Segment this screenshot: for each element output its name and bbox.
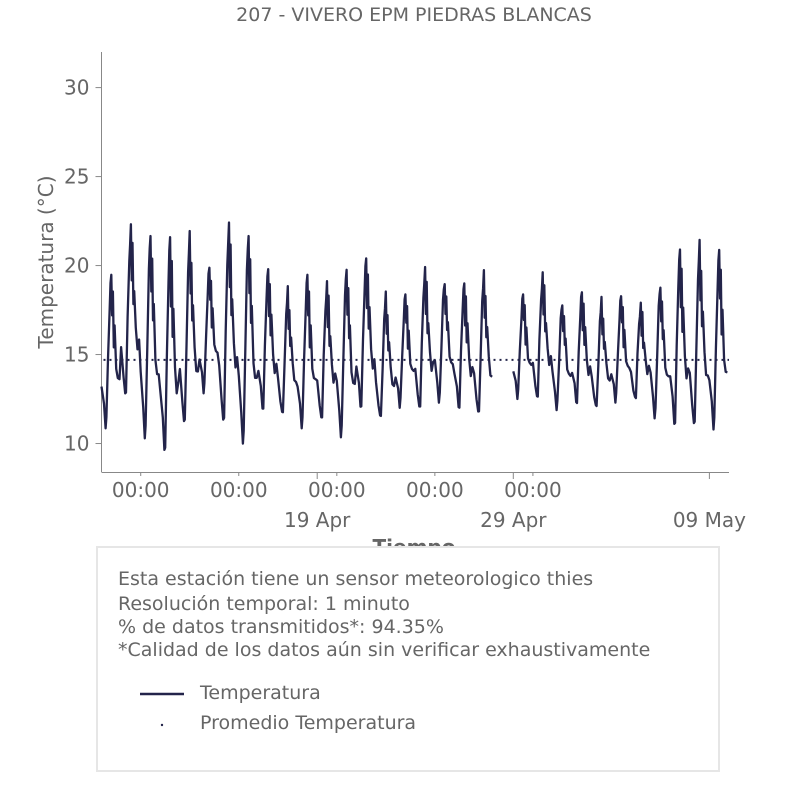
y-axis-ticks: 10 15 20 25 30 (64, 76, 102, 456)
info-transmitted-text: % de datos transmitidos*: 94.35% (118, 616, 444, 638)
x-tick-label-time: 00:00 (406, 478, 464, 502)
legend-temperatura-label: Temperatura (200, 682, 321, 704)
x-tick-label-time: 00:00 (504, 478, 562, 502)
x-tick-label-date: 29 Apr (480, 508, 547, 532)
x-tick-label-time: 00:00 (210, 478, 268, 502)
temperature-line (512, 238, 728, 431)
x-tick-label-time: 00:00 (308, 478, 366, 502)
legend-promedio-label: Promedio Temperatura (200, 712, 417, 734)
info-sensor-text: Esta estación tiene un sensor meteorolog… (118, 568, 594, 590)
info-box: Esta estación tiene un sensor meteorolog… (96, 546, 720, 772)
x-tick-label-time: 00:00 (112, 478, 170, 502)
temperature-line (100, 221, 493, 452)
info-resolution-text: Resolución temporal: 1 minuto (118, 593, 410, 615)
y-tick-label: 30 (64, 76, 89, 100)
x-tick-label-date: 09 May (673, 508, 746, 532)
legend-line-swatch (140, 692, 184, 696)
y-tick-label: 25 (64, 165, 89, 189)
chart-title: 207 - VIVERO EPM PIEDRAS BLANCAS (236, 4, 592, 26)
series-group (100, 221, 729, 452)
info-quality-text: *Calidad de los datos aún sin verificar … (118, 639, 651, 661)
y-tick-label: 15 (64, 343, 89, 367)
y-axis-label: Temperatura (°C) (34, 175, 58, 349)
legend-dot-swatch (160, 723, 164, 727)
y-tick-label: 10 (64, 432, 89, 456)
y-tick-label: 20 (64, 254, 89, 278)
x-axis-ticks: 00:00 00:00 00:00 00:00 00:00 19 Apr 29 Apr 09 … (112, 472, 746, 532)
x-tick-label-date: 19 Apr (284, 508, 351, 532)
